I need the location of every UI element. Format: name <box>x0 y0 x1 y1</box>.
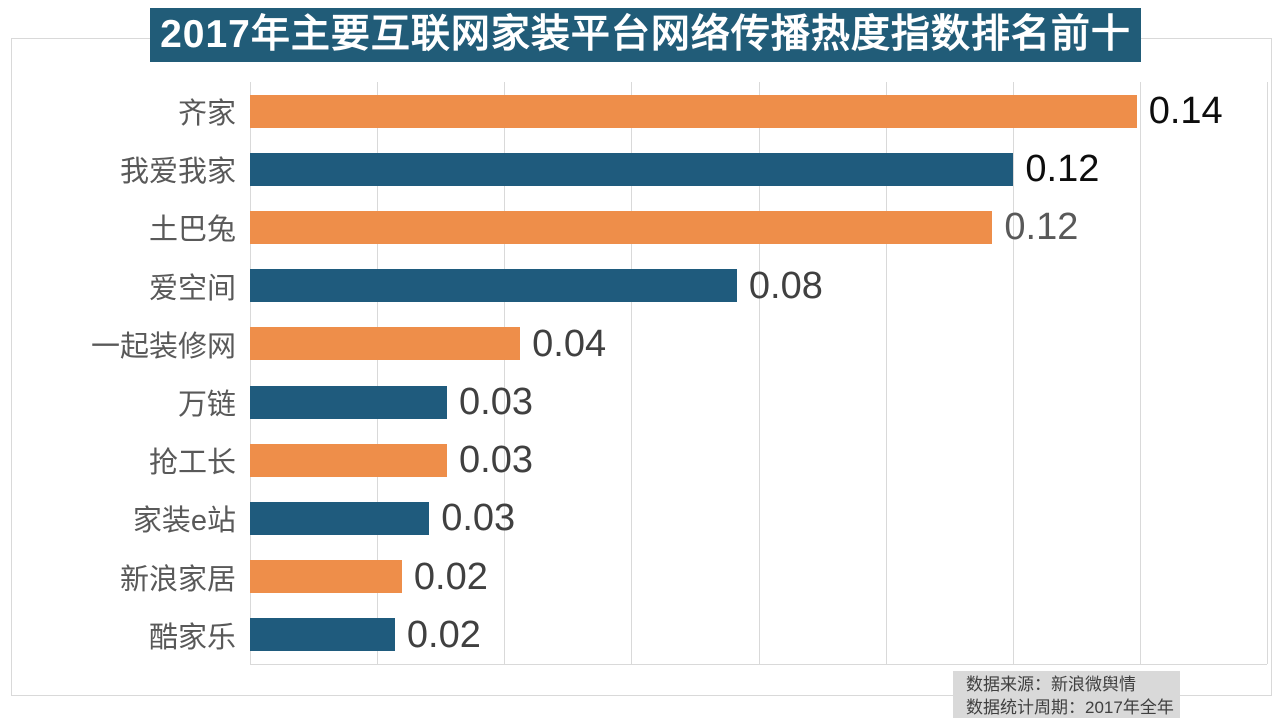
bar-row: 0.04 <box>250 315 1267 373</box>
gridline <box>885 82 887 664</box>
gridline <box>377 82 379 664</box>
bar-row: 0.02 <box>250 548 1267 606</box>
bar <box>250 327 521 361</box>
category-label: 一起装修网 <box>90 330 236 363</box>
bar <box>250 94 1137 128</box>
value-label: 0.02 <box>413 555 488 598</box>
gridline <box>1267 82 1268 664</box>
category-label: 爱空间 <box>148 272 236 305</box>
value-label: 0.03 <box>459 381 533 424</box>
bar <box>250 618 395 652</box>
bar <box>250 501 430 535</box>
chart-title: 2017年主要互联网家装平台网络传播热度指数排名前十 <box>150 8 1141 62</box>
category-label: 万链 <box>177 389 236 422</box>
value-label: 0.08 <box>748 264 823 307</box>
data-source-line: 数据来源：新浪微舆情 <box>966 675 1136 694</box>
bar <box>250 560 402 594</box>
gridline <box>250 82 251 664</box>
bar-row: 0.02 <box>250 606 1267 664</box>
category-label: 齐家 <box>177 98 236 131</box>
bar-row: 0.08 <box>250 257 1267 315</box>
bar <box>250 269 737 303</box>
bar-row: 0.03 <box>250 489 1267 547</box>
bar <box>250 210 993 244</box>
bar <box>250 385 448 419</box>
category-label: 土巴兔 <box>148 214 236 247</box>
bar-row: 0.12 <box>250 140 1267 198</box>
value-label: 0.12 <box>1004 206 1079 249</box>
category-label: 新浪家居 <box>119 563 236 596</box>
value-label: 0.04 <box>532 322 607 365</box>
data-source-note: 数据来源：新浪微舆情 数据统计周期：2017年全年 <box>953 671 1180 718</box>
bar-row: 0.03 <box>250 431 1267 489</box>
value-label: 0.03 <box>441 497 516 540</box>
gridline <box>1012 82 1014 664</box>
category-axis-labels: 齐家我爱我家土巴兔爱空间一起装修网万链抢工长家装e站新浪家居酷家乐 <box>12 82 236 664</box>
gridline <box>1139 82 1141 664</box>
bar-row: 0.12 <box>250 198 1267 256</box>
category-label: 家装e站 <box>132 505 236 538</box>
chart-border-box <box>11 38 1272 696</box>
data-period-line: 数据统计周期：2017年全年 <box>966 698 1174 717</box>
bar-row: 0.03 <box>250 373 1267 431</box>
plot-area: 0.14 0.12 0.12 0.08 0.04 0.03 0.03 0.03 0.02 0.02 <box>250 82 1268 665</box>
category-label: 抢工长 <box>148 447 236 480</box>
bar <box>250 152 1014 186</box>
bar <box>250 443 448 477</box>
value-label: 0.14 <box>1148 90 1223 133</box>
value-label: 0.12 <box>1025 148 1100 191</box>
category-label: 酷家乐 <box>148 621 236 654</box>
gridline <box>758 82 760 664</box>
gridline <box>631 82 633 664</box>
value-label: 0.02 <box>406 613 481 656</box>
value-label: 0.03 <box>459 439 533 482</box>
gridline <box>504 82 506 664</box>
bar-row: 0.14 <box>250 82 1267 140</box>
category-label: 我爱我家 <box>119 156 236 189</box>
bar-rows: 0.14 0.12 0.12 0.08 0.04 0.03 0.03 0.03 0.02 0.02 <box>250 82 1267 664</box>
